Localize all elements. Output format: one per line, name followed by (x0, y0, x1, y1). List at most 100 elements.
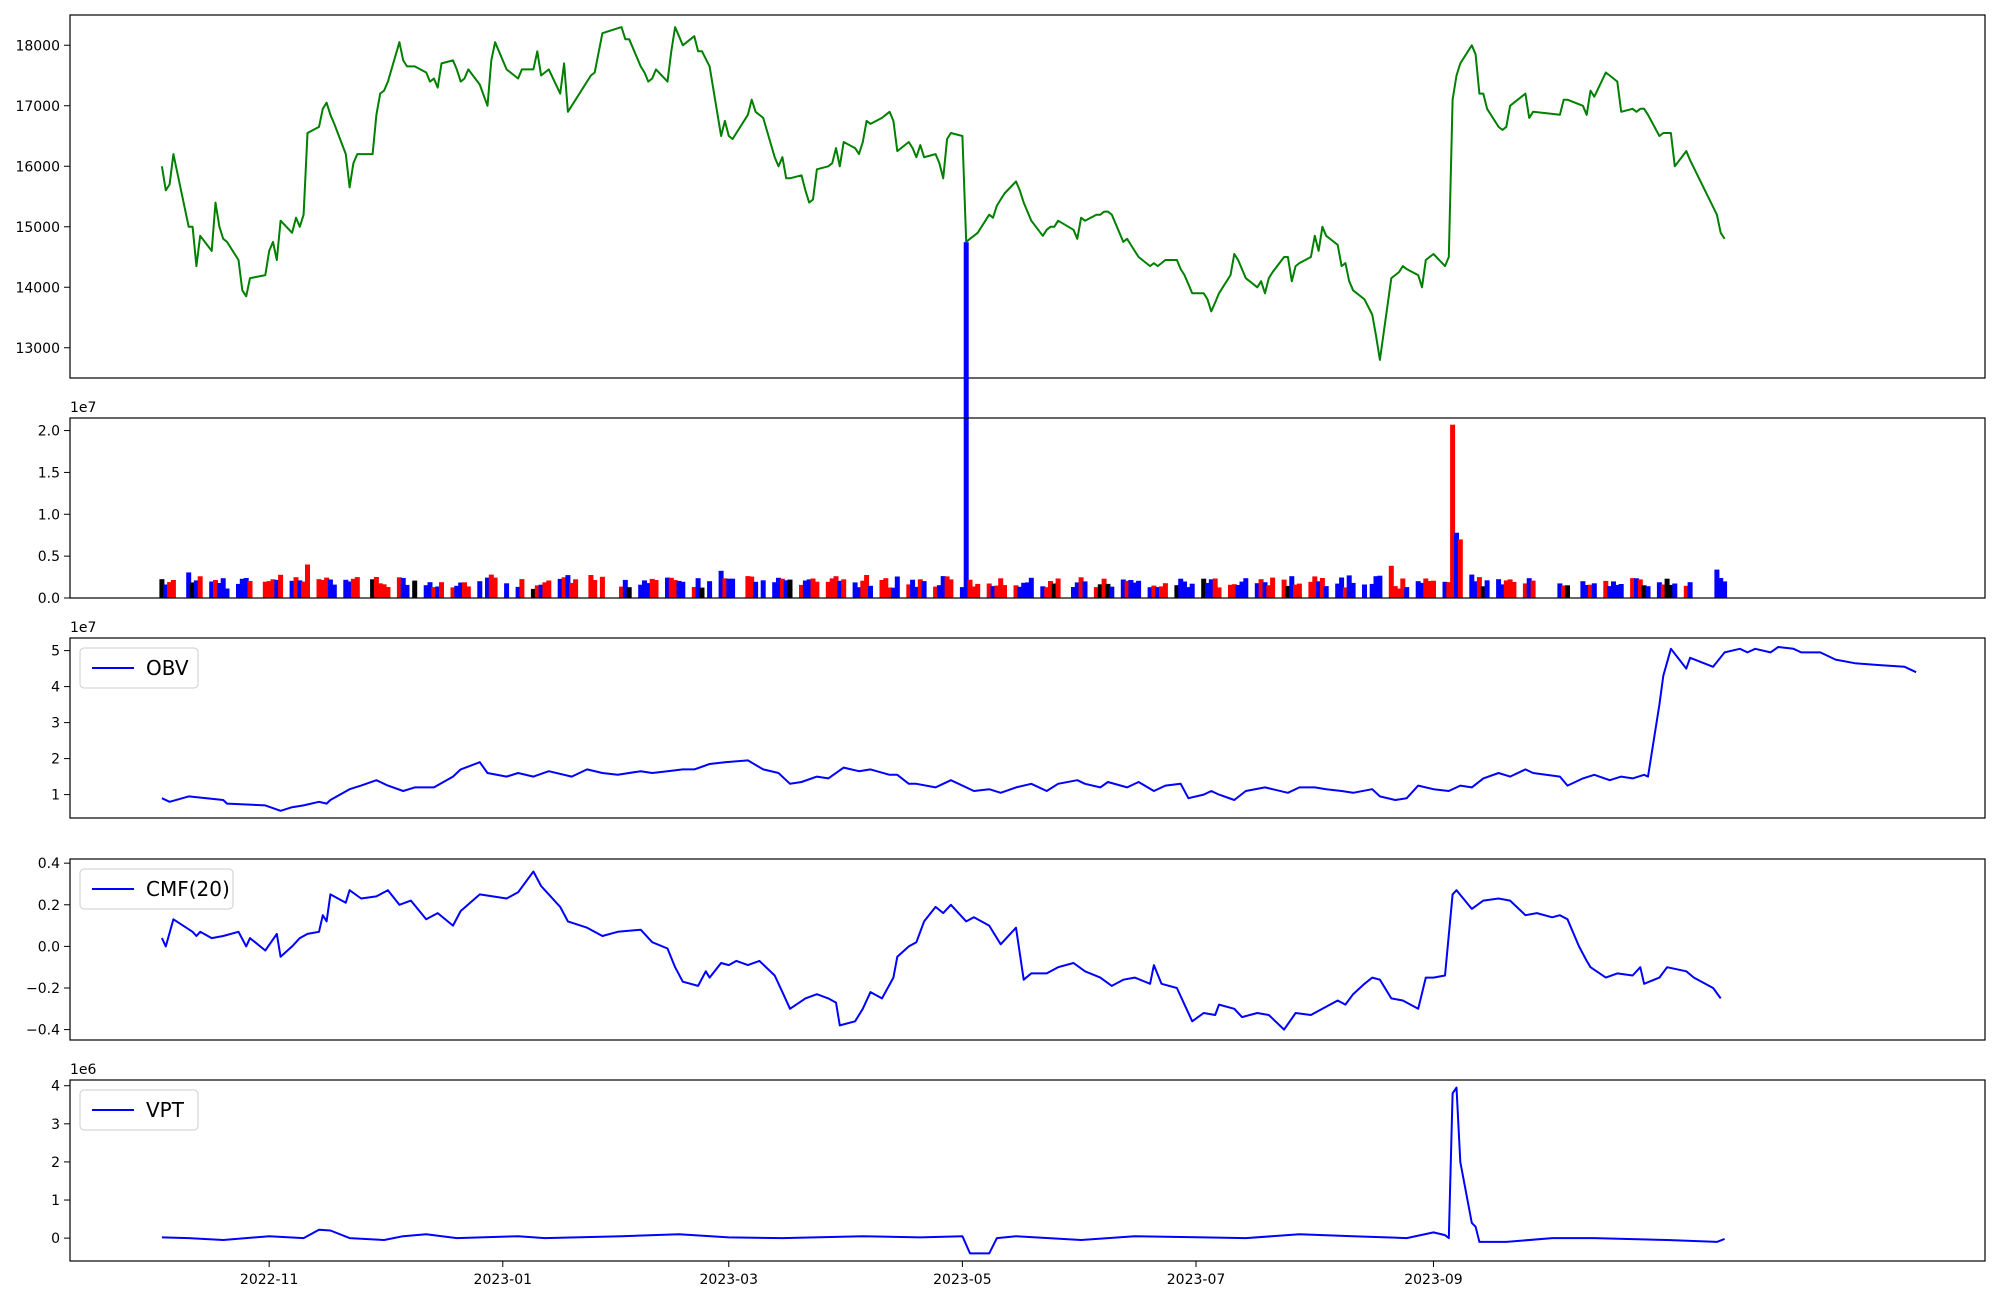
volume-bar (1258, 579, 1264, 598)
volume-bar (1634, 578, 1639, 598)
volume-bar (423, 585, 429, 598)
y-tick-label: 0.2 (38, 898, 60, 914)
volume-bar (1262, 582, 1268, 598)
volume-bar (1017, 586, 1023, 598)
volume-bar (879, 580, 885, 598)
axes-frame (69, 858, 1986, 1041)
volume-bar (1182, 581, 1187, 598)
y-tick-label: 3 (51, 716, 60, 732)
volume-bar (695, 578, 701, 598)
volume-bar (917, 579, 923, 598)
legend-box (79, 1089, 199, 1131)
volume-bar (301, 581, 307, 598)
volume-bar (841, 579, 847, 598)
volume-bar (1185, 587, 1191, 598)
volume-bar (462, 582, 467, 598)
volume-bar (1342, 587, 1348, 598)
volume-bar (289, 580, 295, 598)
volume-bar (599, 576, 605, 598)
volume-bar (1028, 577, 1034, 598)
volume-bar (936, 585, 942, 598)
volume-bar (1388, 565, 1394, 598)
volume-bar (825, 581, 831, 598)
y-tick-label: 4 (51, 680, 60, 696)
volume-bar (787, 579, 793, 598)
volume-bar (1396, 588, 1402, 598)
volume-bar (1044, 587, 1050, 598)
volume-bar (1457, 539, 1463, 598)
axes-frame (69, 1079, 1986, 1262)
volume-bar (1293, 584, 1299, 598)
volume-bar (1124, 580, 1130, 598)
volume-bar (753, 581, 759, 598)
volume-bar (799, 584, 804, 598)
volume-bar (1664, 578, 1670, 598)
volume-bar (530, 588, 536, 598)
volume-bar (262, 581, 268, 598)
y-tick-label: 18000 (15, 38, 60, 54)
volume-bar (619, 586, 624, 598)
volume-bar (707, 581, 713, 598)
volume-bar (435, 586, 441, 598)
volume-bar (343, 579, 349, 598)
volume-bar (645, 583, 651, 598)
y-tick-label: 1 (51, 788, 60, 804)
volume-bar (829, 578, 835, 598)
volume-bar (622, 579, 628, 598)
volume-bar (1714, 569, 1720, 598)
volume-bar (492, 577, 498, 598)
volume-bar (190, 582, 196, 598)
volume-bar (1055, 578, 1061, 598)
x-tick-label: 2023-05 (933, 1272, 992, 1288)
volume-bar (1656, 582, 1662, 598)
volume-bar (1603, 580, 1609, 598)
volume-bar (933, 586, 939, 598)
volume-bar (833, 576, 839, 598)
volume-bar (1101, 578, 1107, 598)
volume-bar (1565, 585, 1570, 598)
panel-5: 0 1 2 3 4 1e6 VPT (51, 1062, 1986, 1262)
volume-bar (1025, 582, 1030, 598)
volume-bar (370, 579, 376, 598)
volume-bar (573, 579, 579, 598)
volume-bar (887, 587, 893, 598)
y-tick-label: 1 (51, 1193, 60, 1209)
volume-bar (327, 579, 333, 598)
volume-bar (959, 587, 965, 598)
volume-bar (1162, 583, 1168, 598)
volume-bar (921, 581, 927, 598)
volume-bar (883, 578, 889, 598)
volume-bar (1346, 575, 1352, 598)
volume-bar (1323, 586, 1329, 598)
volume-bar (1270, 577, 1276, 598)
volume-bar (944, 576, 950, 598)
volume-bar (837, 580, 843, 598)
volume-bar (159, 579, 165, 598)
volume-bar (691, 587, 697, 598)
y-tick-label: 0.4 (38, 856, 60, 872)
legend: CMF(20) (79, 868, 234, 910)
volume-bar (274, 579, 280, 598)
volume-bar (913, 586, 919, 598)
volume-bar (745, 576, 751, 598)
panel-1: 13000 14000 15000 16000 17000 18000 (15, 14, 1986, 379)
volume-bar (1672, 583, 1678, 598)
x-tick-label: 2022-11 (240, 1272, 299, 1288)
volume-bar (1687, 582, 1693, 598)
volume-bar (477, 581, 483, 598)
x-tick-label: 2023-03 (700, 1272, 759, 1288)
y-tick-label: 2 (51, 1155, 60, 1171)
volume-bar (1431, 580, 1436, 598)
volume-bar (385, 587, 391, 598)
volume-bar (1316, 581, 1322, 598)
volume-bar (167, 582, 173, 598)
volume-bar (1499, 584, 1505, 598)
volume-bar (1231, 584, 1237, 598)
volume-bar (427, 582, 433, 598)
volume-bar (1296, 583, 1302, 598)
volume-bar (776, 577, 781, 598)
volume-bar (1266, 585, 1272, 598)
volume-bar (1002, 585, 1007, 598)
legend: VPT (79, 1089, 199, 1131)
legend-label: OBV (146, 656, 189, 680)
